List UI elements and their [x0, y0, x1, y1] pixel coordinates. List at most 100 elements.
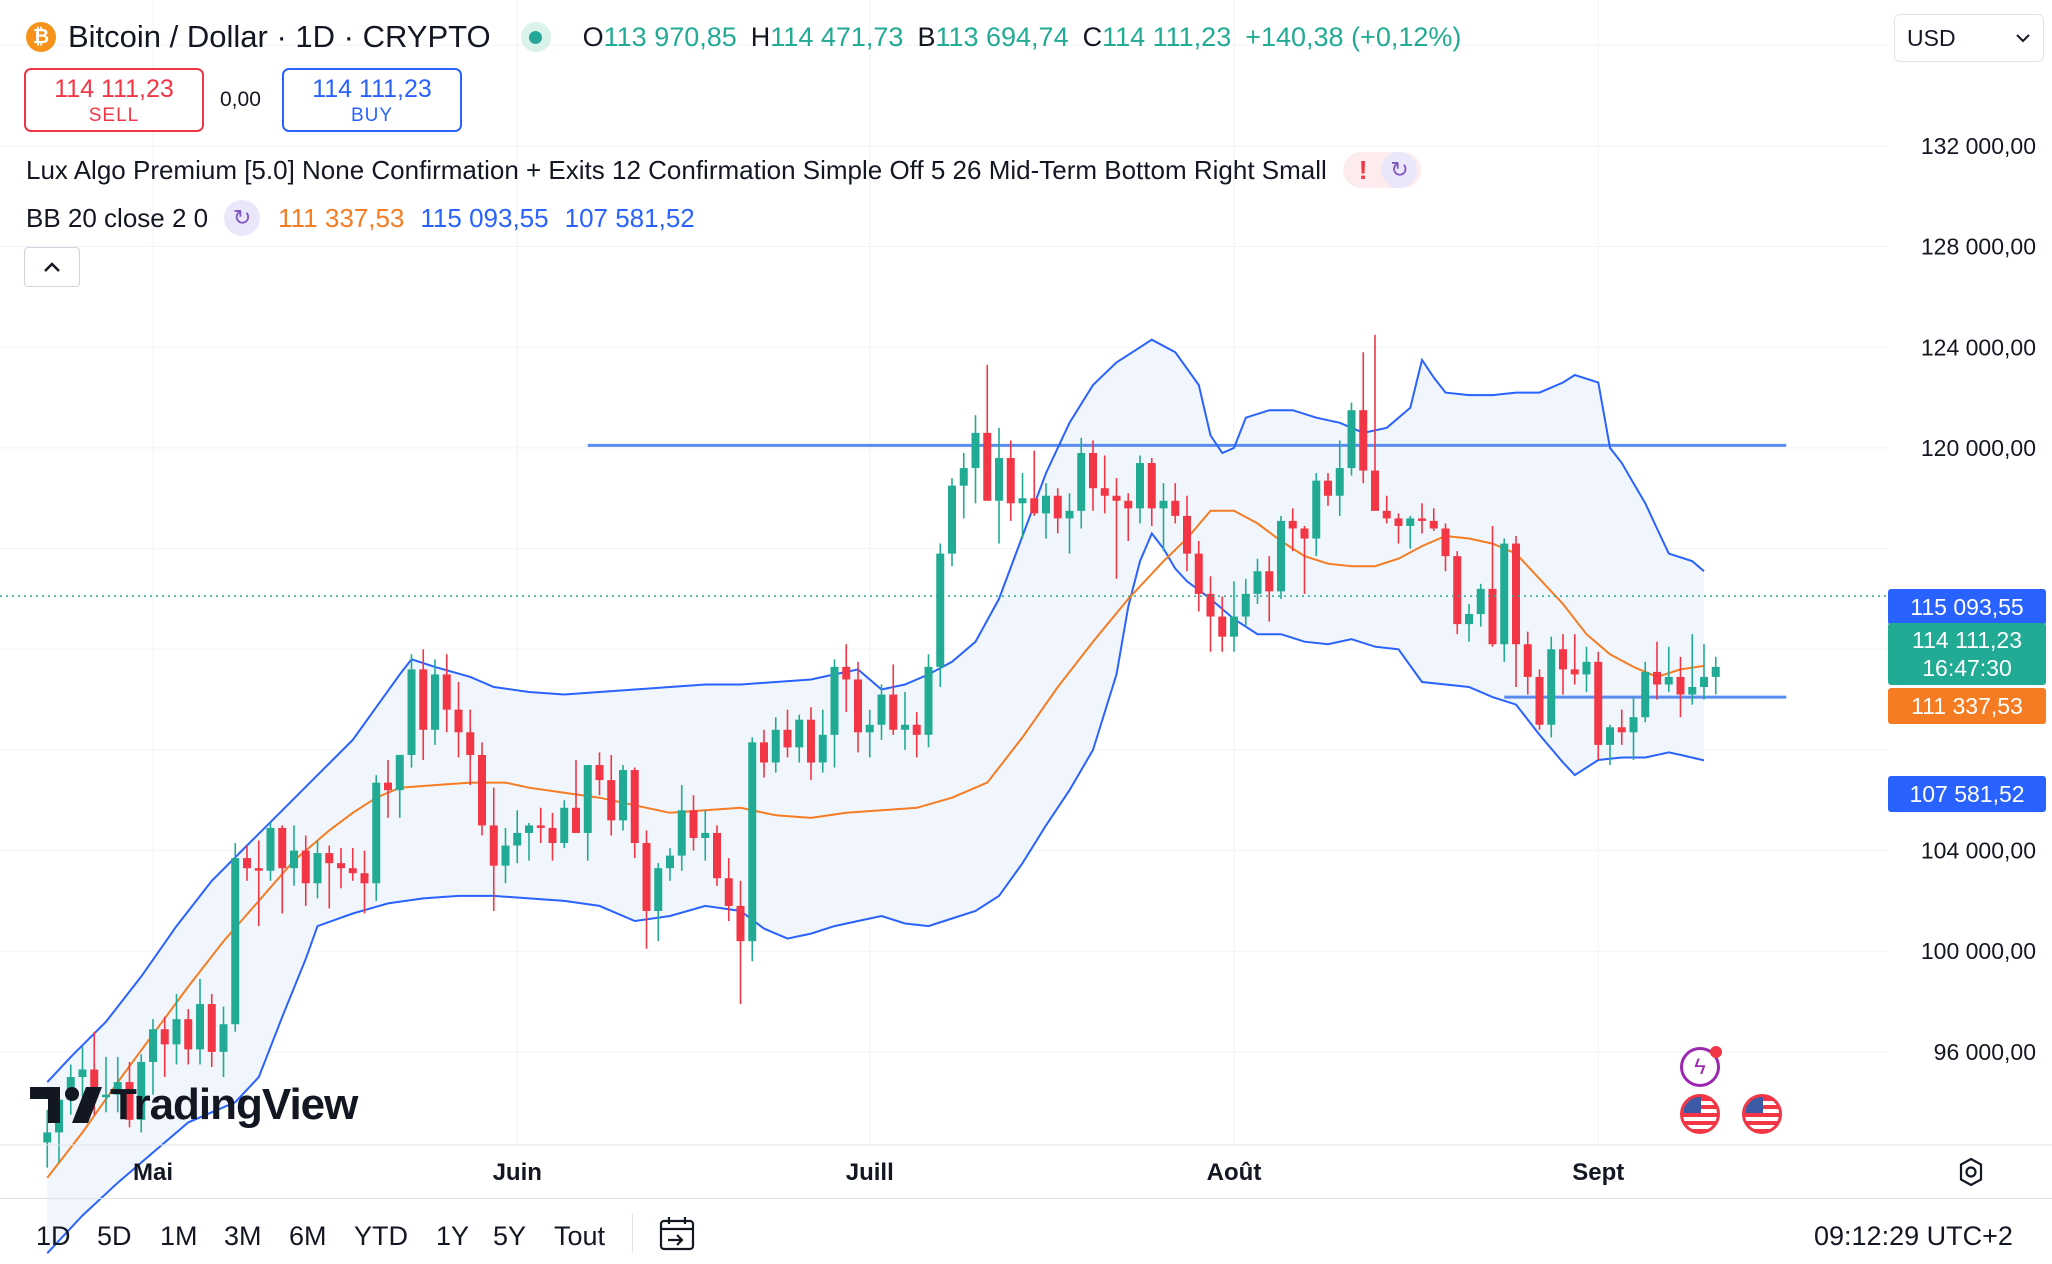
candle [654, 863, 663, 942]
settings-gear-icon [1959, 1157, 1983, 1187]
candle [513, 810, 522, 864]
candle-body [583, 765, 592, 833]
ohlc-close-value: 114 111,23 [1102, 21, 1232, 52]
sell-label: SELL [88, 105, 140, 126]
candle [1382, 495, 1391, 524]
candle-body [43, 1132, 52, 1143]
bollinger-indicator-legend[interactable]: BB 20 close 2 0 ↻ 111 337,53 115 093,55 … [26, 198, 695, 238]
candle [948, 478, 956, 567]
candle [1171, 483, 1180, 524]
range-6m[interactable]: 6M [289, 1221, 327, 1251]
candle-body [1582, 661, 1591, 675]
candle-body [1347, 410, 1356, 469]
candle-body [1664, 676, 1673, 685]
candle-body [184, 1019, 193, 1050]
sell-button[interactable]: 114 111,23 SELL [24, 68, 204, 132]
candle-body [301, 850, 310, 884]
us-flag-event-icon[interactable] [1680, 1094, 1720, 1134]
candle [301, 835, 310, 906]
candle [1077, 437, 1086, 529]
range-5d[interactable]: 5D [97, 1221, 132, 1251]
bb-refresh-icon[interactable]: ↻ [224, 200, 261, 236]
us-flag-event-icon-2[interactable] [1742, 1094, 1782, 1134]
candle-body [1300, 528, 1309, 539]
buy-label: BUY [350, 105, 394, 126]
candle [783, 709, 792, 758]
lightning-icon[interactable]: ϟ [1680, 1047, 1720, 1087]
refresh-icon[interactable]: ↻ [1381, 152, 1418, 188]
candle-body [724, 878, 733, 906]
candle [1664, 646, 1673, 693]
candle-body [1523, 644, 1532, 677]
candle-body [525, 825, 533, 833]
candle-body [936, 553, 945, 667]
candle-body [830, 666, 839, 735]
candle [384, 759, 392, 818]
candle-body [1547, 649, 1556, 725]
bb-basis-line [46, 509, 1705, 1179]
candle-body [501, 845, 510, 866]
lux-algo-title[interactable]: Lux Algo Premium [5.0] None Confirmation… [26, 154, 1327, 185]
range-all[interactable]: Tout [554, 1221, 606, 1251]
symbol-title[interactable]: Bitcoin / Dollar · 1D · CRYPTO [68, 19, 491, 54]
price-change: +140,38 (+0,12%) [1245, 21, 1462, 52]
utc-clock[interactable]: 09:12:29 UTC+2 [1814, 1221, 2013, 1251]
candle [501, 827, 510, 884]
range-ytd[interactable]: YTD [354, 1221, 408, 1251]
range-1y[interactable]: 1Y [436, 1221, 470, 1251]
gear-icon[interactable] [1955, 1156, 1987, 1188]
symbol-legend: ₿ Bitcoin / Dollar · 1D · CRYPTO O113 97… [26, 14, 1461, 60]
candle [1312, 473, 1321, 557]
lux-algo-indicator-legend[interactable]: Lux Algo Premium [5.0] None Confirmation… [26, 150, 1422, 190]
candle-body [513, 832, 522, 846]
candle-body [1535, 676, 1544, 725]
candle [1335, 440, 1344, 516]
bb-basis-value: 111 337,53 [278, 202, 405, 233]
currency-select[interactable]: USD [1894, 14, 2044, 62]
candle-body [1100, 488, 1109, 496]
indicator-warning-pill[interactable]: ! ↻ [1342, 152, 1422, 188]
candle-body [783, 729, 792, 748]
time-axis-labels: Mai Juin Juill Août Sept [133, 1159, 1624, 1186]
range-3m[interactable]: 3M [224, 1221, 262, 1251]
candle-body [572, 807, 580, 833]
candle-body [1418, 518, 1426, 521]
candle [1053, 488, 1062, 534]
ohlc-open-key: O [582, 21, 604, 52]
bb-band-area [47, 339, 1704, 1254]
candlestick-series[interactable] [43, 334, 1720, 1168]
buy-button[interactable]: 114 111,23 BUY [282, 68, 462, 132]
candle [995, 427, 1003, 544]
market-status-icon[interactable] [520, 22, 551, 52]
tradingview-logo[interactable]: TradingView [30, 1080, 358, 1130]
bb-title[interactable]: BB 20 close 2 0 [26, 202, 209, 233]
bb-lower-line [46, 531, 1705, 1254]
candle-body [818, 734, 827, 763]
candle-body [1194, 553, 1203, 594]
candle [102, 1056, 110, 1113]
candle [1711, 656, 1720, 695]
candle [830, 659, 839, 768]
candle-body [983, 432, 992, 501]
candle [372, 775, 381, 901]
range-1d[interactable]: 1D [36, 1221, 71, 1251]
candle [278, 825, 287, 914]
range-1m[interactable]: 1M [160, 1221, 198, 1251]
candle [1112, 478, 1121, 579]
candle-body [595, 765, 604, 781]
calendar-goto-icon[interactable] [658, 1215, 698, 1255]
collapse-legend-button[interactable] [24, 247, 80, 287]
candle [1253, 558, 1262, 604]
candle [1288, 508, 1297, 552]
candle [1570, 634, 1579, 685]
candle [701, 810, 710, 861]
candle [842, 644, 851, 713]
candle-body [1171, 500, 1180, 516]
range-5y[interactable]: 5Y [493, 1221, 527, 1251]
candle [243, 845, 251, 881]
chevron-up-icon [44, 262, 60, 272]
candle-body [454, 709, 463, 733]
candle-body [630, 770, 639, 844]
time-tick-label: Juill [846, 1159, 894, 1186]
